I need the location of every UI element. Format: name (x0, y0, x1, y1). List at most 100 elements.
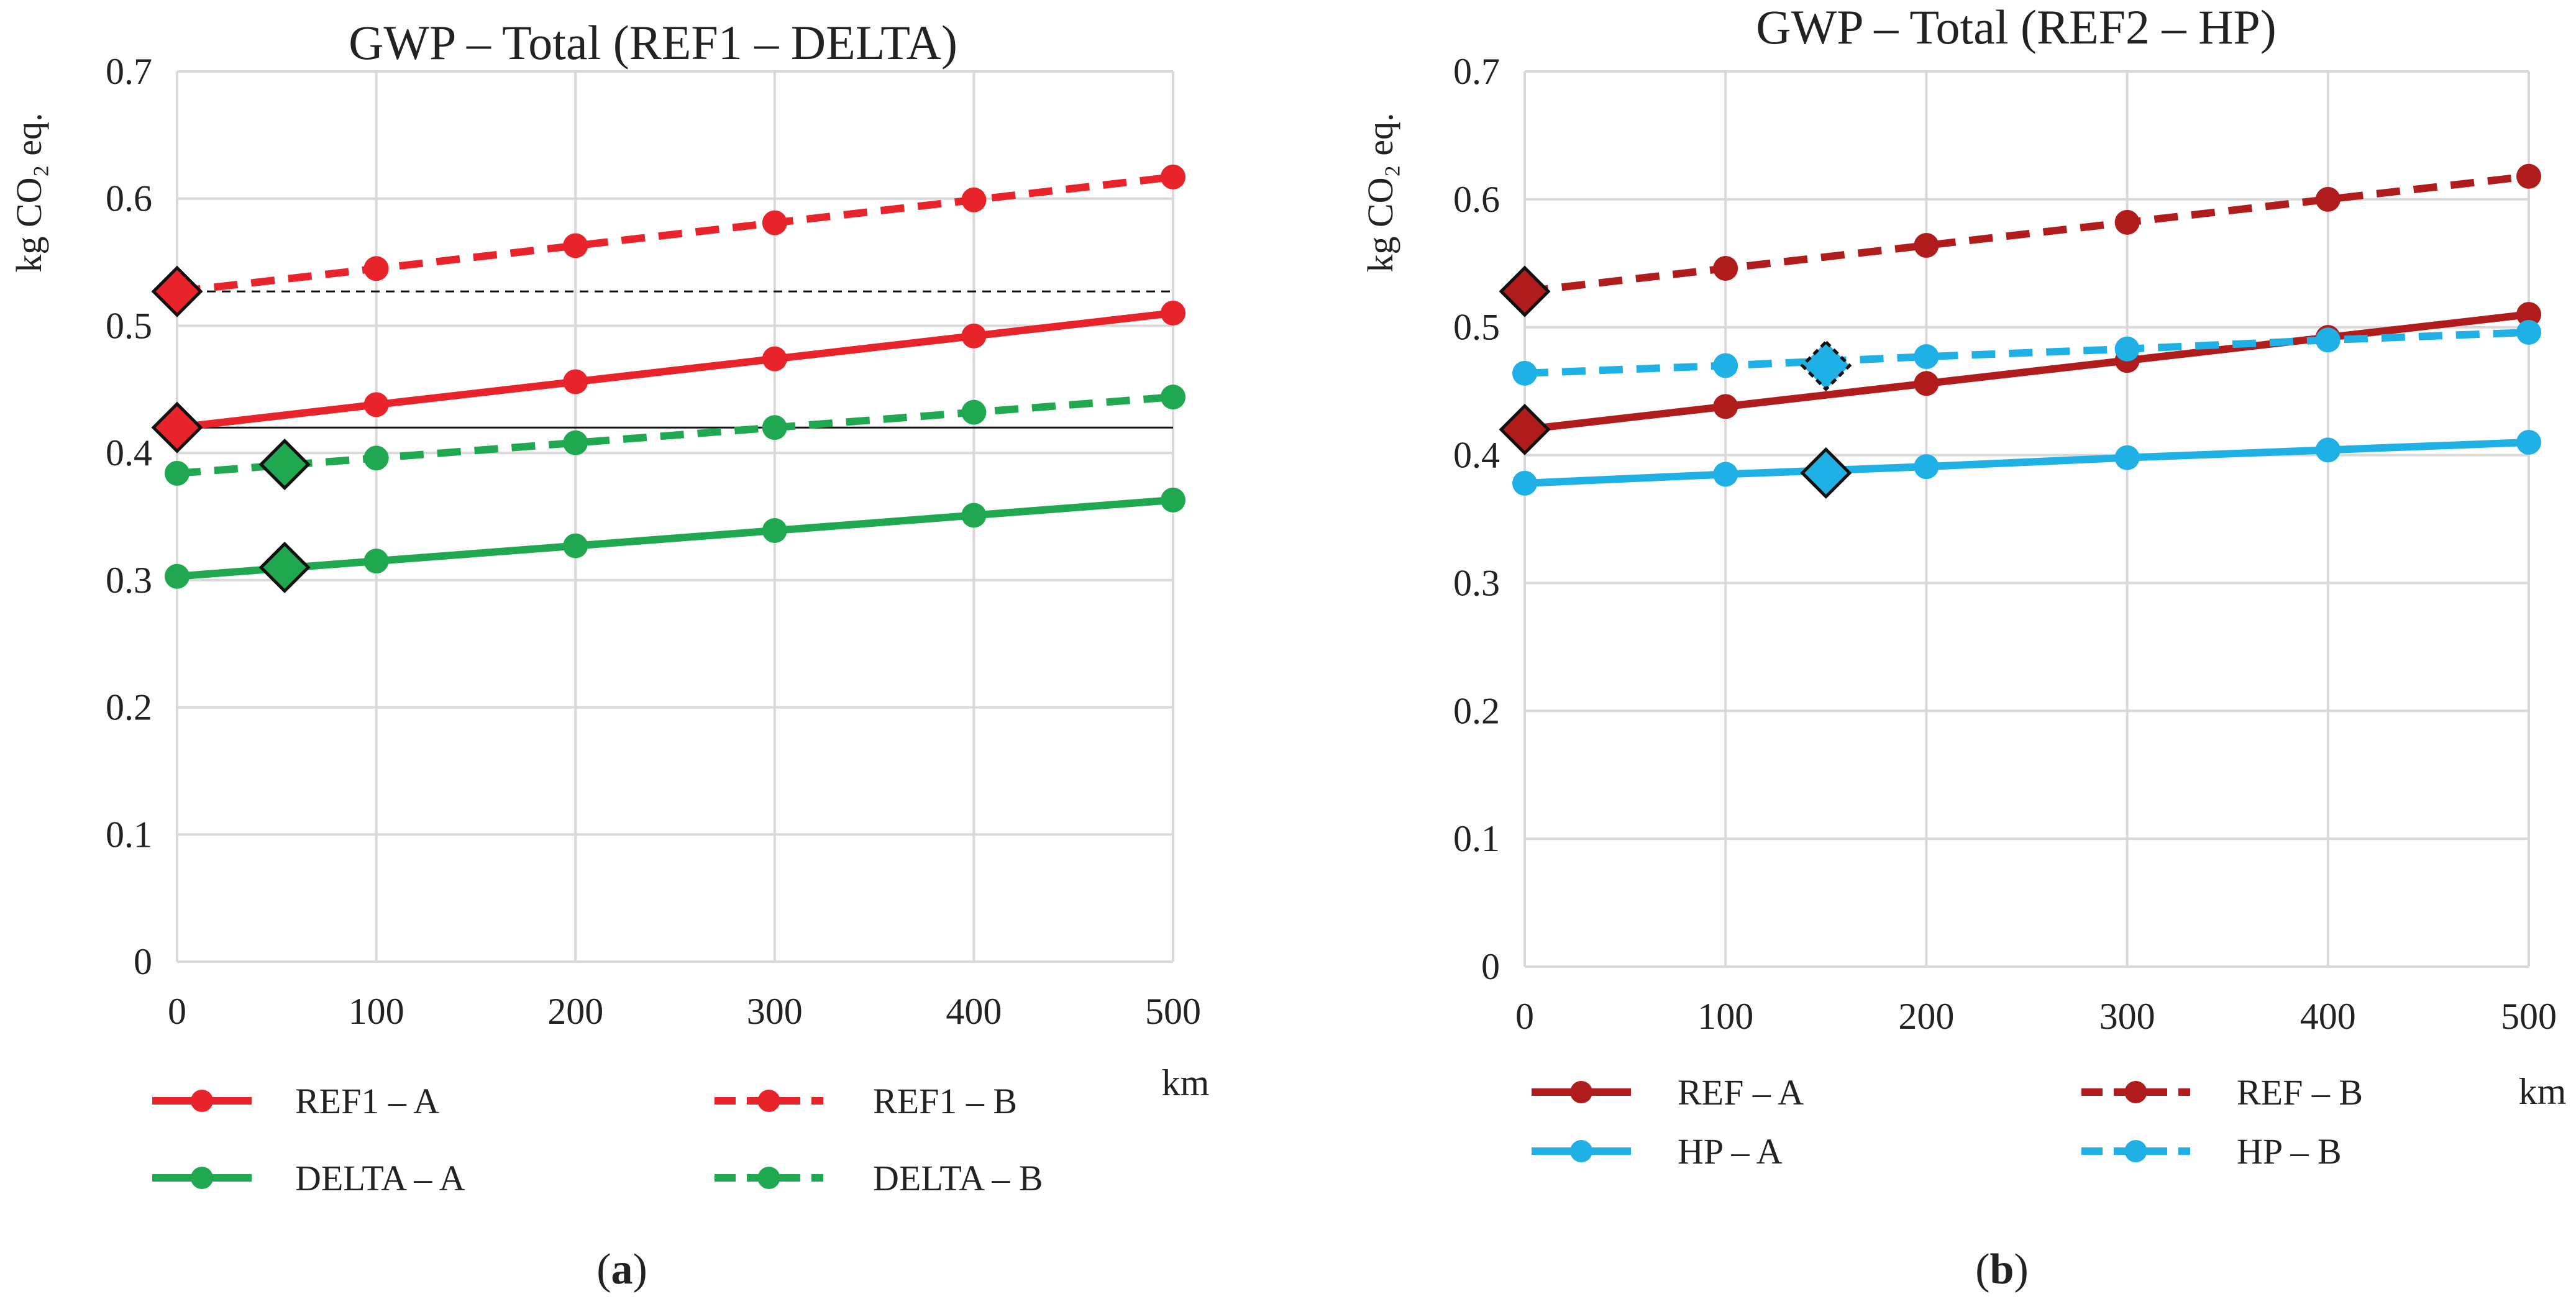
data-point (363, 392, 389, 417)
y-tick-label: 0.1 (1453, 818, 1500, 859)
data-point (563, 233, 588, 258)
series-line (176, 309, 1174, 432)
series-group (1512, 163, 2541, 496)
legend-swatch-marker (1570, 1081, 1592, 1103)
legend-swatch-marker (1570, 1140, 1592, 1162)
data-point (961, 187, 987, 212)
data-point (1161, 300, 1185, 326)
data-point (1713, 353, 1738, 378)
grid (1523, 70, 2530, 968)
legend-label: DELTA – A (295, 1158, 465, 1198)
highlight-markers (151, 265, 311, 593)
x-tick-label: 100 (349, 991, 404, 1032)
data-point (2516, 429, 2541, 455)
data-point (1713, 462, 1738, 487)
highlight-diamond (1499, 403, 1551, 455)
series-line (176, 173, 1174, 296)
x-tick-label: 500 (1145, 991, 1201, 1032)
y-tick-label: 0.7 (1453, 51, 1500, 92)
x-tick-label: 400 (946, 991, 1002, 1032)
legend: REF1 – A REF1 – B DELTA – A DELTA – B (152, 1081, 1043, 1198)
series-line (1524, 172, 2529, 296)
x-tick-label: 200 (547, 991, 603, 1032)
legend-swatch-marker (2124, 1081, 2147, 1103)
data-point (165, 460, 190, 486)
legend-label: REF – A (1678, 1072, 1804, 1113)
data-point (961, 503, 987, 528)
y-tick-label: 0.6 (1453, 179, 1500, 220)
x-tick-label: 0 (1515, 996, 1534, 1037)
x-tick-label: 0 (168, 991, 186, 1032)
data-point (2315, 437, 2341, 463)
legend-label: REF – B (2237, 1072, 2363, 1113)
y-axis-label: kg CO₂ eq. (1360, 112, 1400, 272)
chart-title: GWP – Total (REF2 – HP) (1756, 0, 2276, 54)
x-axis-unit: km (2519, 1071, 2567, 1112)
highlight-diamond (1499, 265, 1551, 317)
y-tick-label: 0.3 (1453, 562, 1500, 603)
legend: REF – A REF – B HP – A HP – B (1532, 1072, 2363, 1172)
legend-label: HP – A (1678, 1131, 1783, 1172)
legend-swatch-marker (191, 1090, 213, 1112)
data-point (363, 445, 389, 471)
series-line (176, 393, 1174, 477)
highlight-markers (1499, 265, 1852, 499)
reference-lines (177, 290, 1173, 429)
y-tick-label: 0.5 (1453, 307, 1500, 348)
y-tick-label: 0 (1481, 946, 1500, 987)
data-point (563, 369, 588, 394)
highlight-diamond (151, 401, 203, 454)
data-point (1161, 164, 1185, 189)
caption-letter: a (611, 1246, 633, 1293)
legend-label: REF1 – A (295, 1081, 439, 1121)
data-point (2114, 445, 2140, 470)
data-point (1512, 360, 1537, 386)
x-tick-labels: 0 100 200 300 400 500 (1515, 996, 2557, 1037)
highlight-diamond (1800, 447, 1852, 499)
y-tick-label: 0.5 (106, 305, 152, 346)
series-line (176, 496, 1174, 580)
data-point (762, 415, 787, 440)
data-point (1512, 470, 1537, 496)
chart-title: GWP – Total (REF1 – DELTA) (349, 16, 957, 70)
panel-caption: (a) (596, 1246, 647, 1293)
y-tick-label: 0.3 (106, 560, 152, 601)
data-point (363, 549, 389, 574)
x-tick-label: 500 (2501, 996, 2557, 1037)
x-tick-labels: 0 100 200 300 400 500 (168, 991, 1201, 1032)
data-point (2516, 319, 2541, 345)
y-tick-label: 0.4 (1453, 435, 1500, 476)
series-line (1524, 328, 2529, 377)
data-point (2516, 302, 2541, 327)
y-tick-label: 0.7 (106, 51, 152, 92)
panel-caption: (b) (1975, 1246, 2029, 1293)
data-point (1713, 394, 1738, 419)
data-point (1161, 487, 1185, 513)
highlight-diamond (151, 265, 203, 317)
data-point (961, 323, 987, 349)
series-group (165, 164, 1185, 589)
data-point (2315, 327, 2341, 353)
data-point (563, 430, 588, 455)
highlight-diamond (1800, 339, 1852, 392)
legend-label: DELTA – B (873, 1158, 1043, 1198)
data-point (2315, 186, 2341, 212)
y-tick-label: 0.4 (106, 432, 152, 473)
data-point (1161, 385, 1185, 410)
data-point (762, 210, 787, 235)
x-tick-label: 100 (1697, 996, 1753, 1037)
legend-swatch-marker (191, 1167, 213, 1189)
y-tick-labels: 0 0.1 0.2 0.3 0.4 0.5 0.6 0.7 (1453, 51, 1500, 987)
series-line (1524, 311, 2529, 434)
data-point (762, 346, 787, 371)
legend-label: REF1 – B (873, 1081, 1017, 1121)
y-tick-label: 0.2 (1453, 690, 1500, 731)
highlight-diamond (258, 541, 311, 593)
legend-swatch-marker (757, 1167, 780, 1189)
data-point (363, 256, 389, 281)
legend-label: HP – B (2237, 1131, 2342, 1172)
grid (176, 70, 1174, 963)
x-tick-label: 400 (2300, 996, 2356, 1037)
caption-letter: b (1990, 1246, 2014, 1293)
data-point (1914, 344, 1939, 370)
